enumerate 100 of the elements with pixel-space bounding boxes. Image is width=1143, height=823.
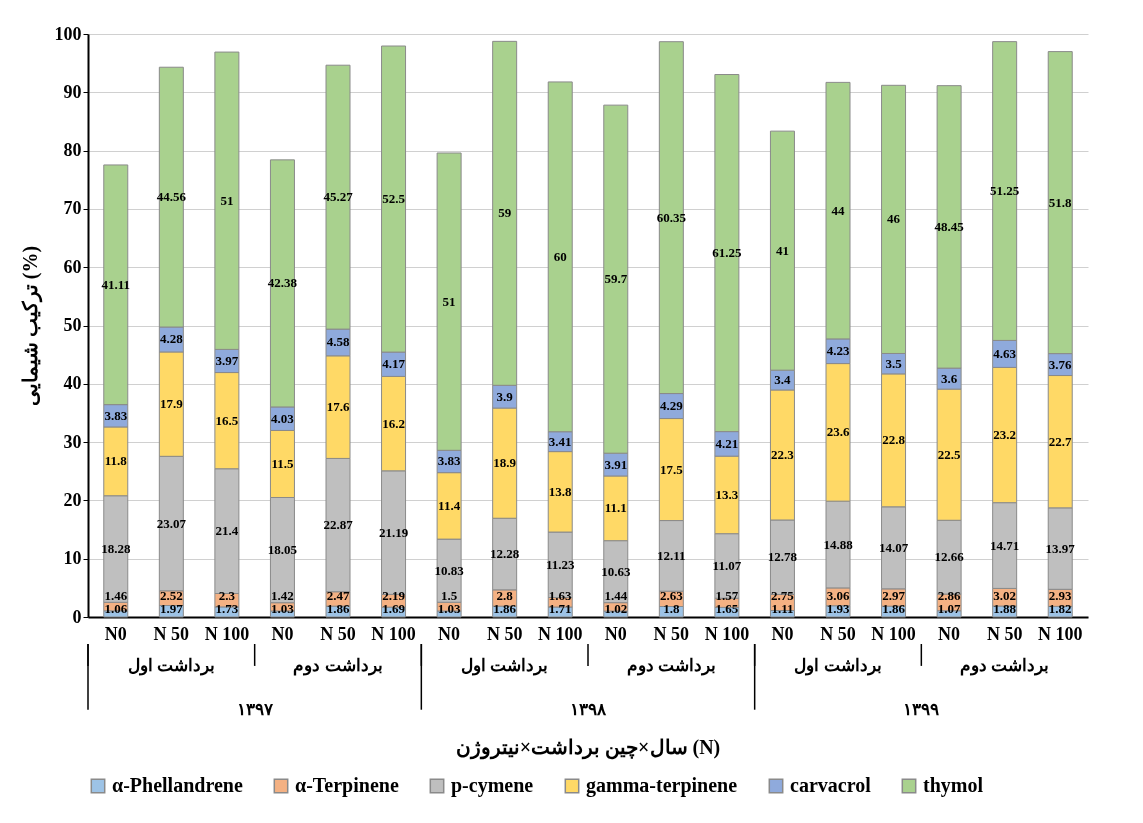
data-label: 22.87 xyxy=(323,517,354,533)
data-label: 1.42 xyxy=(271,587,294,603)
data-label: 1.03 xyxy=(271,600,295,616)
data-label: 1.06 xyxy=(104,600,128,616)
x-tick-label: N 100 xyxy=(537,623,583,644)
x-tick-label: N 50 xyxy=(986,623,1023,644)
y-axis-title: ترکیب شیمایی (%) xyxy=(18,245,43,407)
data-label: 22.7 xyxy=(1048,433,1073,449)
data-label: 51 xyxy=(220,192,234,208)
data-label: 2.52 xyxy=(159,587,183,603)
x-tick-label: N0 xyxy=(271,623,294,644)
text: برداشت دوم xyxy=(960,655,1050,676)
data-label: 59 xyxy=(498,205,512,221)
data-label: 3.41 xyxy=(548,433,572,449)
data-label: 1.63 xyxy=(548,587,573,603)
data-label: 13.8 xyxy=(548,483,573,499)
data-label: 1.03 xyxy=(437,600,461,616)
data-label: 4.21 xyxy=(715,435,739,451)
text: برداشت اول xyxy=(127,655,215,676)
data-label: 17.9 xyxy=(159,396,184,412)
data-label: 3.02 xyxy=(993,587,1017,603)
data-label: 4.58 xyxy=(326,334,350,350)
data-label: 1.65 xyxy=(715,600,739,616)
data-label: 18.9 xyxy=(493,455,517,471)
data-label: 1.93 xyxy=(826,600,850,616)
data-label: 2.19 xyxy=(382,587,406,603)
data-label: 60.35 xyxy=(656,209,687,225)
data-label: 1.46 xyxy=(104,587,128,603)
data-label: 21.4 xyxy=(215,523,239,539)
data-label: 4.63 xyxy=(993,345,1017,361)
data-label: 1.69 xyxy=(382,600,406,616)
y-tick-label: 80 xyxy=(63,140,82,161)
y-tick-label: 70 xyxy=(63,198,82,219)
y-tick-label: 100 xyxy=(54,23,82,44)
x-tick-label: N 100 xyxy=(1037,623,1083,644)
data-label: 3.91 xyxy=(604,456,628,472)
data-label: 1.86 xyxy=(493,600,517,616)
data-label: 1.11 xyxy=(771,600,794,616)
data-label: 11.1 xyxy=(604,500,627,516)
data-label: 3.9 xyxy=(496,388,514,404)
data-label: 1.07 xyxy=(937,600,961,616)
data-label: 1.86 xyxy=(326,600,350,616)
x-tick-label: N 50 xyxy=(320,623,356,644)
data-label: 1.82 xyxy=(1048,600,1072,616)
data-label: 12.78 xyxy=(767,549,798,565)
data-label: 3.4 xyxy=(774,372,792,388)
data-label: 44.56 xyxy=(156,189,187,205)
legend-label: gamma-terpinene xyxy=(586,774,738,797)
data-label: 21.19 xyxy=(378,524,409,540)
x-tick-label: N0 xyxy=(438,623,461,644)
y-tick-label: 50 xyxy=(63,315,82,335)
x-tick-label: N 50 xyxy=(820,623,856,644)
x-axis-title: سال×چین برداشت×نیتروژن (N) xyxy=(455,736,721,760)
data-label: 41.11 xyxy=(101,276,131,292)
y-tick-label: 90 xyxy=(63,81,82,102)
x-tick-label: N0 xyxy=(771,623,794,644)
legend-label: thymol xyxy=(923,774,984,797)
data-label: 18.05 xyxy=(267,542,298,558)
data-label: 2.63 xyxy=(659,587,684,603)
data-label: 59.7 xyxy=(604,271,628,287)
data-label: 1.5 xyxy=(440,587,458,603)
data-label: 17.6 xyxy=(326,399,350,415)
data-label: 12.66 xyxy=(934,549,965,565)
data-label: 2.93 xyxy=(1048,587,1073,603)
data-label: 1.71 xyxy=(548,600,572,616)
y-tick-label: 60 xyxy=(63,256,82,277)
data-label: 3.76 xyxy=(1048,356,1073,372)
text: ۱۳۹۷ xyxy=(236,699,274,719)
data-label: 12.28 xyxy=(490,546,520,562)
x-tick-label: N 100 xyxy=(704,623,750,644)
y-tick-label: 20 xyxy=(63,489,82,510)
data-label: 4.29 xyxy=(659,398,684,414)
data-label: 12.11 xyxy=(657,547,686,563)
data-label: 2.8 xyxy=(496,587,514,603)
data-label: 16.5 xyxy=(215,412,239,428)
data-label: 22.5 xyxy=(937,446,961,462)
data-label: 1.73 xyxy=(215,600,239,616)
data-label: 17.5 xyxy=(659,461,684,477)
data-label: 1.88 xyxy=(993,600,1017,616)
y-tick-label: 30 xyxy=(63,431,82,452)
data-label: 14.71 xyxy=(990,537,1020,553)
x-tick-label: N 100 xyxy=(204,623,250,644)
data-label: 44 xyxy=(831,202,845,218)
data-label: 22.3 xyxy=(771,446,795,462)
x-tick-label: N0 xyxy=(104,623,127,644)
data-label: 23.07 xyxy=(156,515,187,531)
data-label: 3.5 xyxy=(885,355,903,371)
text: برداشت اول xyxy=(461,655,549,676)
data-label: 48.45 xyxy=(934,218,965,234)
x-tick-label: N0 xyxy=(938,623,961,644)
data-label: 3.97 xyxy=(215,352,239,368)
data-label: 1.02 xyxy=(604,600,628,616)
y-tick-label: 10 xyxy=(63,548,82,569)
data-label: 16.2 xyxy=(382,415,405,431)
y-tick-label: 40 xyxy=(63,373,82,394)
data-label: 3.06 xyxy=(826,587,850,603)
data-label: 1.97 xyxy=(159,600,184,616)
data-label: 3.83 xyxy=(437,453,461,469)
y-tick-label: 0 xyxy=(72,606,82,627)
data-label: 42.38 xyxy=(267,275,298,291)
